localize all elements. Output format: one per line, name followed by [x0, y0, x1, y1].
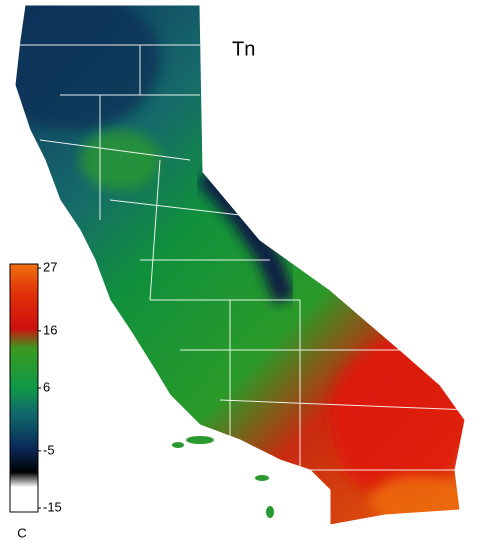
california-map	[14, 4, 466, 526]
map-title: Tn	[232, 38, 255, 60]
islands	[172, 436, 274, 518]
colorbar-tick-label: 6	[43, 379, 50, 394]
colorbar-tick-label: -15	[43, 499, 62, 514]
colorbar	[9, 263, 39, 513]
colorbar-tick-label: -5	[43, 442, 55, 457]
colorbar-unit: C	[17, 525, 26, 540]
colorbar-tick-label: 27	[43, 259, 57, 274]
colorbar-tick-label: 16	[43, 322, 57, 337]
